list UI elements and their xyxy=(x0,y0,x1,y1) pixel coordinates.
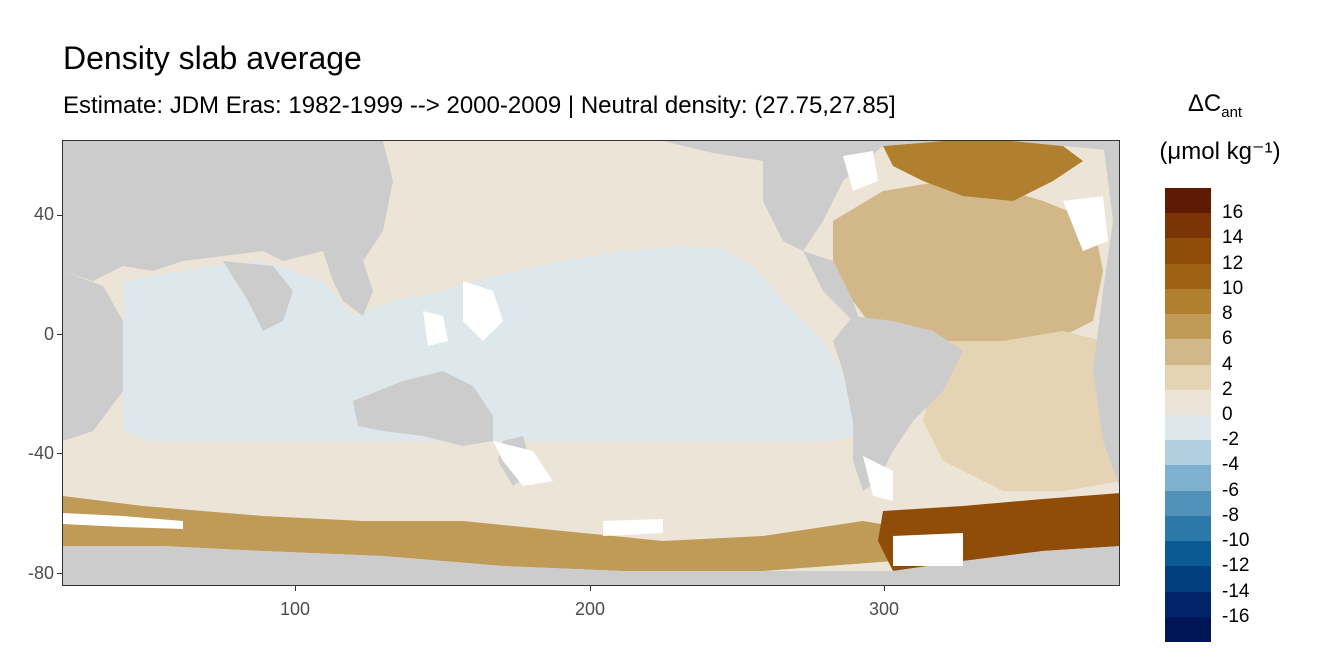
colorbar-label: -8 xyxy=(1222,504,1239,526)
tropical-pacific-indian xyxy=(123,246,863,441)
colorbar-label: 16 xyxy=(1222,202,1244,224)
x-tick-label: 300 xyxy=(868,599,900,619)
colorbar-label: -6 xyxy=(1222,479,1239,501)
colorbar-swatch xyxy=(1165,591,1211,618)
colorbar-swatch xyxy=(1165,238,1211,265)
y-tick-mark xyxy=(57,453,62,454)
y-tick-label: -40 xyxy=(27,443,54,463)
subpolar-north-atlantic xyxy=(883,141,1083,201)
colorbar-swatch xyxy=(1165,515,1211,542)
colorbar-swatch xyxy=(1165,566,1211,593)
colorbar-swatch xyxy=(1165,263,1211,290)
colorbar-swatch xyxy=(1165,288,1211,315)
colorbar-label: 12 xyxy=(1222,252,1244,274)
antarctic-margin xyxy=(63,496,893,571)
y-tick-mark xyxy=(57,215,62,216)
tropical-atlantic xyxy=(923,331,1119,491)
colorbar-swatch xyxy=(1165,364,1211,391)
x-tick-mark xyxy=(295,586,296,591)
y-tick-mark xyxy=(57,334,62,335)
y-tick-label: 40 xyxy=(33,204,54,224)
colorbar-swatch xyxy=(1165,490,1211,517)
colorbar-label: -12 xyxy=(1222,555,1250,577)
x-tick-label: 100 xyxy=(279,599,311,619)
x-tick-label: 200 xyxy=(574,599,606,619)
colorbar-swatch xyxy=(1165,389,1211,416)
map-canvas xyxy=(63,141,1119,585)
north-pacific xyxy=(373,149,823,291)
colorbar-label: -14 xyxy=(1222,580,1250,602)
x-tick-mark xyxy=(590,586,591,591)
plot-title: Density slab average xyxy=(63,40,362,76)
y-tick-label: 0 xyxy=(43,324,54,344)
legend-title-sub: ant xyxy=(1221,103,1243,121)
colorbar-label: 6 xyxy=(1222,328,1233,350)
colorbar-label: 4 xyxy=(1222,353,1233,375)
colorbar-swatch xyxy=(1165,465,1211,492)
map-panel xyxy=(62,140,1120,586)
legend-title-main: ΔC xyxy=(1187,90,1222,117)
colorbar-label: -4 xyxy=(1222,454,1239,476)
colorbar-label: -16 xyxy=(1222,605,1250,627)
legend-unit: (μmol kg⁻¹) xyxy=(1159,138,1281,165)
y-tick-mark xyxy=(57,573,62,574)
colorbar-label: -10 xyxy=(1222,530,1250,552)
colorbar-label: 0 xyxy=(1222,404,1233,425)
colorbar-swatch xyxy=(1165,339,1211,366)
colorbar-swatch xyxy=(1165,213,1211,239)
colorbar-swatch xyxy=(1165,415,1211,441)
colorbar xyxy=(1165,188,1211,643)
colorbar-swatch xyxy=(1165,440,1211,466)
land xyxy=(63,141,1119,585)
colorbar-label: 8 xyxy=(1222,303,1233,325)
colorbar-swatch xyxy=(1165,314,1211,340)
no-data-patches xyxy=(63,151,1108,566)
colorbar-swatch xyxy=(1165,541,1211,567)
colorbar-swatch xyxy=(1165,188,1211,214)
colorbar-label: -2 xyxy=(1222,429,1239,451)
colorbar-label: 2 xyxy=(1222,378,1233,400)
colorbar-label: 14 xyxy=(1222,227,1244,249)
y-tick-label: -80 xyxy=(27,563,54,583)
legend-title: ΔCant xyxy=(1160,92,1270,120)
plot-subtitle: Estimate: JDM Eras: 1982-1999 --> 2000-2… xyxy=(63,92,896,119)
colorbar-label: 10 xyxy=(1222,277,1244,299)
colorbar-swatch xyxy=(1165,616,1211,643)
x-tick-mark xyxy=(884,586,885,591)
